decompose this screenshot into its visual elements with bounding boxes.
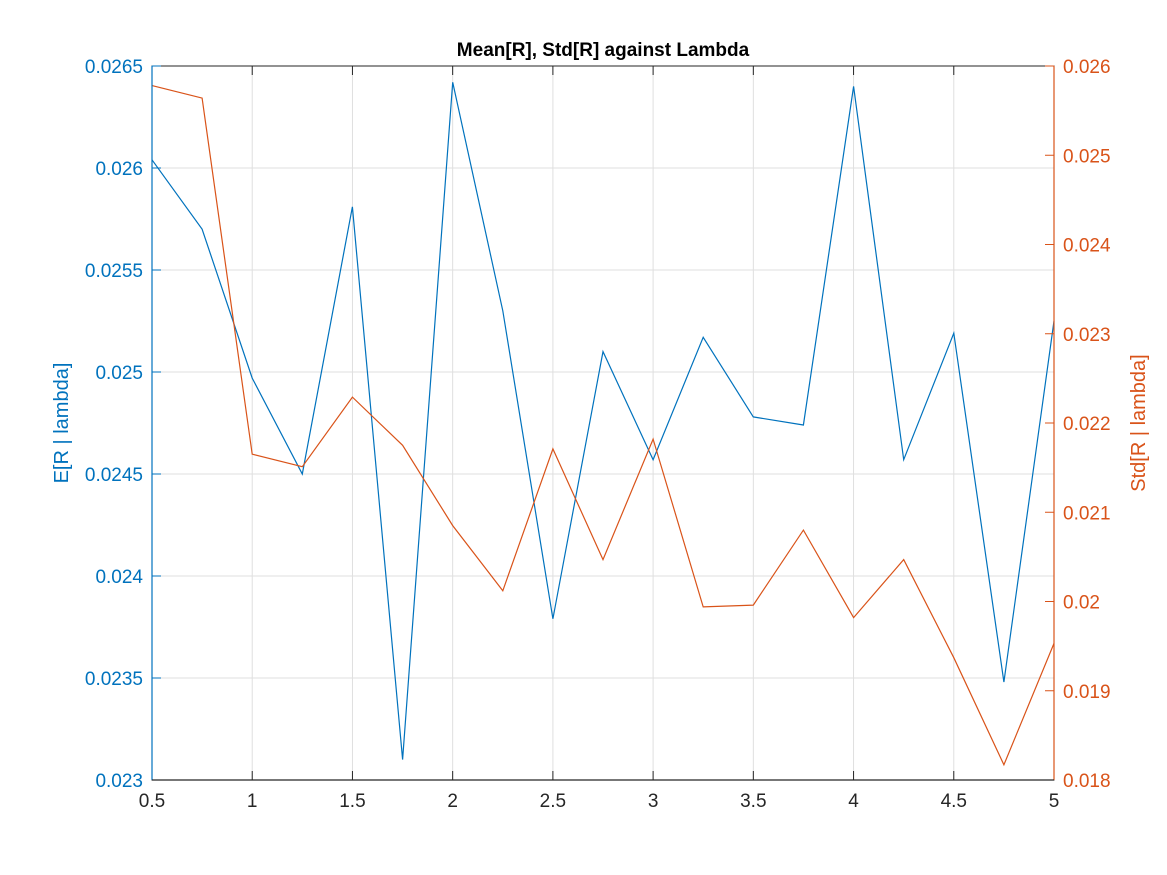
left-axis-label: E[R | lambda]	[51, 363, 73, 484]
x-tick-label: 5	[1049, 791, 1060, 812]
right-tick-label: 0.021	[1063, 503, 1111, 524]
series-lines	[151, 82, 1055, 767]
right-tick-label: 0.019	[1063, 682, 1111, 703]
x-tick-label: 3	[648, 791, 659, 812]
left-tick-label: 0.0245	[85, 465, 143, 486]
left-tick-label: 0.0265	[85, 57, 143, 78]
left-tick-label: 0.0235	[85, 669, 143, 690]
mean-series-line	[151, 82, 1055, 760]
left-tick-label: 0.025	[95, 363, 143, 384]
right-tick-label: 0.02	[1063, 593, 1100, 614]
left-tick-label: 0.0255	[85, 261, 143, 282]
x-tick-label: 4.5	[941, 791, 967, 812]
right-tick-label: 0.023	[1063, 325, 1111, 346]
std-series-line	[151, 85, 1055, 767]
x-tick-label: 4	[848, 791, 859, 812]
x-tick-label: 0.5	[139, 791, 165, 812]
chart-title: Mean[R], Std[R] against Lambda	[457, 40, 750, 61]
right-tick-label: 0.018	[1063, 771, 1111, 792]
right-axis-label: Std[R | lambda]	[1128, 354, 1150, 491]
left-tick-label: 0.024	[95, 567, 143, 588]
x-tick-label: 2	[447, 791, 458, 812]
right-tick-label: 0.022	[1063, 414, 1111, 435]
x-tick-label: 2.5	[540, 791, 566, 812]
axes: 0.5 1 1.5 2 2.5 3 3.5 4 4.5 5 0.023 0.0235 0.024 0.02…	[85, 57, 1111, 812]
left-tick-label: 0.026	[95, 159, 143, 180]
x-tick-label: 3.5	[740, 791, 766, 812]
right-tick-label: 0.025	[1063, 146, 1111, 167]
right-tick-label: 0.024	[1063, 236, 1111, 257]
left-tick-label: 0.023	[95, 771, 143, 792]
x-tick-label: 1.5	[339, 791, 365, 812]
x-tick-label: 1	[247, 791, 258, 812]
right-tick-label: 0.026	[1063, 57, 1111, 78]
